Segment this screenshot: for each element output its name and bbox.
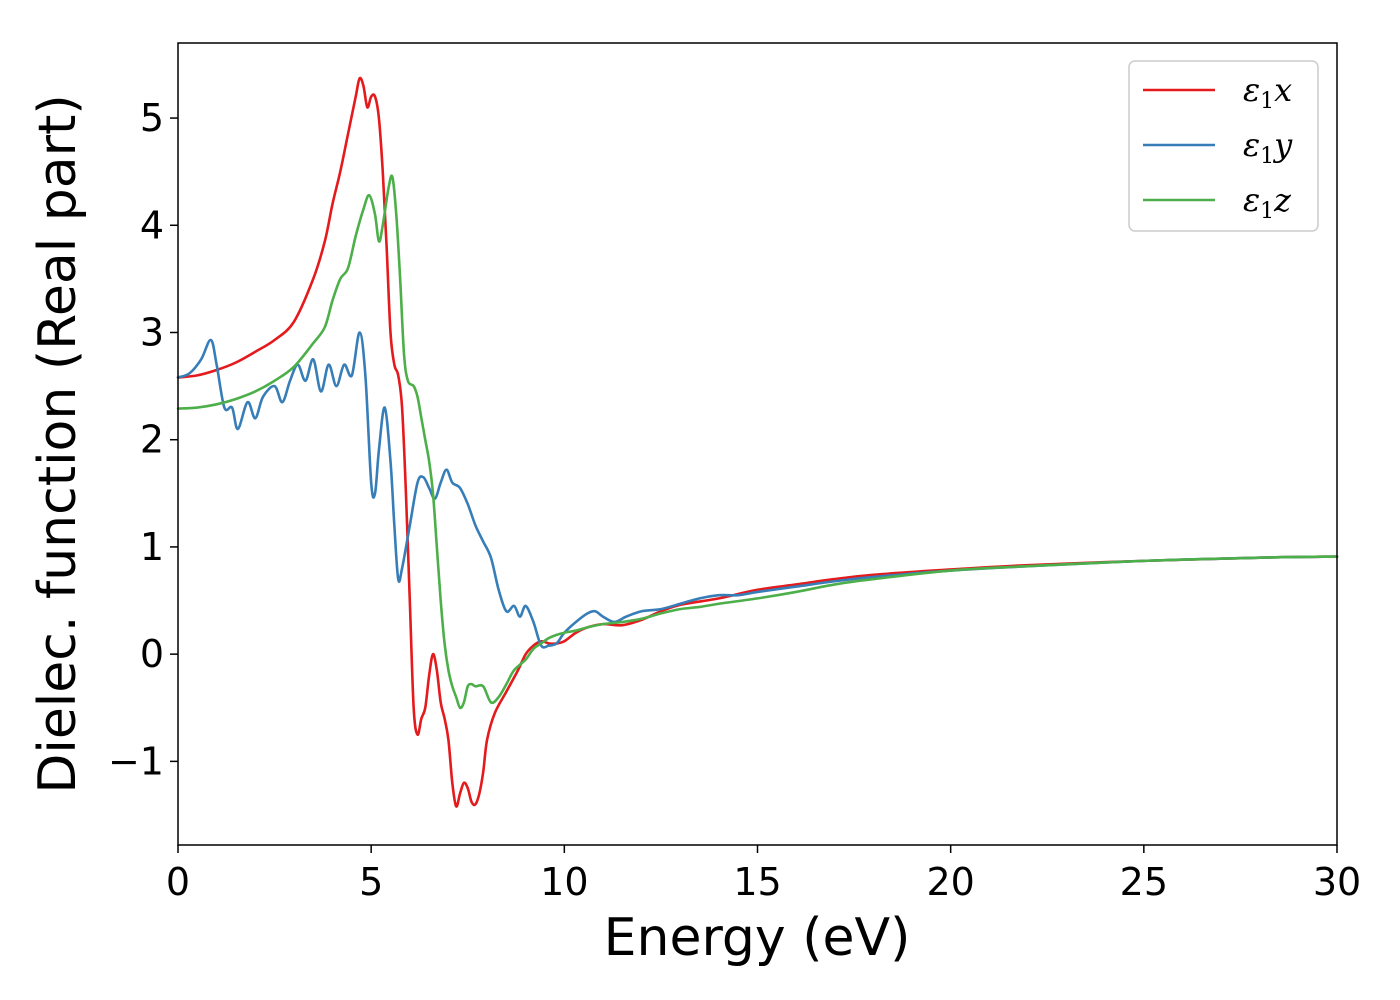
x-tick-label: 0 [166, 860, 190, 904]
legend-label-z: ε1z [1243, 181, 1292, 224]
y-axis-label: Dielec. function (Real part) [28, 94, 88, 793]
series-lines [176, 76, 1339, 808]
y-tick-label: −1 [108, 739, 164, 783]
series-line-y [176, 331, 1339, 649]
legend-box [1128, 60, 1319, 232]
y-tick-label: 1 [140, 525, 164, 569]
x-tick-label: 25 [1120, 860, 1168, 904]
legend: ε1x ε1y ε1z [1128, 60, 1319, 232]
x-tick-label: 15 [733, 860, 781, 904]
x-axis-label: Energy (eV) [604, 908, 911, 968]
y-tick-label: 3 [140, 310, 164, 354]
x-tick-label: 10 [540, 860, 588, 904]
legend-label-x: ε1x [1243, 71, 1292, 114]
legend-label-y: ε1y [1243, 126, 1293, 169]
x-axis-ticks: 0 5 10 15 20 25 30 [166, 845, 1361, 904]
x-tick-label: 30 [1313, 860, 1361, 904]
y-tick-label: 5 [140, 96, 164, 140]
series-line-z [176, 174, 1339, 710]
x-tick-label: 5 [359, 860, 383, 904]
y-tick-label: 2 [140, 418, 164, 462]
y-axis-ticks: −1 0 1 2 3 4 5 [108, 96, 178, 783]
x-tick-label: 20 [926, 860, 974, 904]
y-tick-label: 0 [140, 632, 164, 676]
y-tick-label: 4 [140, 203, 164, 247]
